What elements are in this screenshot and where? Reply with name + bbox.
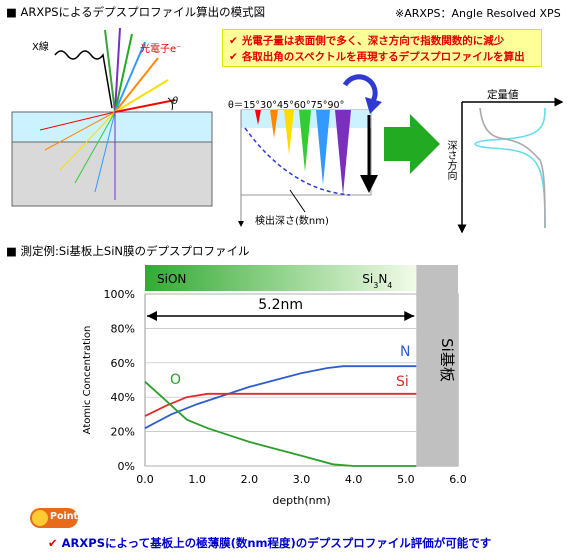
y-tick-label: 0% [118, 460, 135, 473]
x-axis-label: depth(nm) [272, 494, 330, 507]
x-tick-label: 3.0 [293, 473, 311, 486]
depth-label: 検出深さ(数nm) [255, 216, 329, 227]
theta-label: θ [172, 96, 179, 107]
series-line-n [144, 365, 417, 429]
theta-arc [167, 97, 173, 111]
photoelectron-label: 光電子e⁻ [140, 44, 182, 55]
xray-label: X線 [32, 42, 49, 53]
bracket-label: 5.2nm [258, 297, 303, 313]
section2-title: ■ 測定例:Si基板上SiN膜のデプスプロファイル [6, 244, 250, 258]
series-label-n: N [400, 344, 410, 360]
bar-label-left: SiON [157, 272, 186, 286]
depth-leader-line [289, 189, 306, 213]
x-tick-label: 0.0 [136, 473, 154, 486]
callout-line-1: 光電子量は表面側で多く、深さ方向で指数関数的に減少 [241, 35, 505, 47]
quant-label: 定量値 [487, 89, 519, 101]
result-arrow-icon [384, 114, 440, 174]
conclusion: ✔ ARXPSによって基板上の極薄膜(数nm程度)のデプスプロファイル評価が可能… [48, 535, 491, 551]
point-badge: Point [30, 508, 78, 528]
check-icon: ✔ [229, 35, 238, 47]
callout-box: ✔ 光電子量は表面側で多く、深さ方向で指数関数的に減少 ✔ 各取出角のスペクトルを再… [222, 29, 542, 67]
conclusion-text: ARXPSによって基板上の極薄膜(数nm程度)のデプスプロファイル評価が可能です [61, 536, 492, 550]
profile-curve-surface [474, 107, 546, 229]
substrate-region [416, 265, 458, 466]
substrate-block [11, 141, 213, 207]
bracket-arrow-left [147, 311, 157, 321]
x-tick-label: 1.0 [188, 473, 206, 486]
angles-label: θ＝15°30°45°60°75°90° [228, 100, 345, 111]
rotation-arrow [342, 74, 378, 103]
y-tick-label: 40% [111, 391, 135, 404]
y-tick-label: 80% [111, 322, 135, 335]
x-tick-label: 5.0 [397, 473, 415, 486]
schematic-diagram [11, 27, 564, 234]
internal-rays [39, 111, 116, 200]
substrate-label: Si基板 [438, 338, 456, 382]
xray-path [54, 50, 113, 109]
section1-title: ■ ARXPSによるデプスプロファイル算出の模式図 [6, 5, 266, 19]
series-label-o: O [170, 372, 181, 388]
bar-label-right: Si3N4 [362, 272, 392, 290]
bulb-icon [32, 510, 48, 526]
depth-direction-label: 深さ方向 [445, 140, 456, 180]
y-tick-label: 100% [104, 288, 135, 301]
check-icon: ✔ [48, 536, 58, 550]
series-label-si: Si [396, 374, 409, 390]
profile-curve-substrate [479, 107, 546, 229]
y-tick-label: 60% [111, 357, 135, 370]
x-tick-label: 6.0 [449, 473, 467, 486]
detection-depth-curve [244, 127, 351, 196]
plot-area [144, 293, 459, 467]
y-axis-label: Atomic Concentration [82, 326, 93, 435]
photoelectron-rays [104, 27, 176, 113]
composition-bar [145, 265, 417, 291]
callout-line-2: 各取出角のスペクトルを再現するデプスプロファイルを算出 [241, 51, 525, 63]
point-label: Point [50, 511, 79, 522]
series-line-o [144, 381, 417, 467]
sampling-cones [255, 110, 351, 195]
y-tick-label: 20% [111, 426, 135, 439]
check-icon: ✔ [229, 51, 238, 63]
x-tick-label: 2.0 [241, 473, 259, 486]
bracket-arrow-right [404, 311, 415, 321]
x-tick-label: 4.0 [345, 473, 363, 486]
arxps-note: ※ARXPS：Angle Resolved XPS [395, 7, 561, 20]
